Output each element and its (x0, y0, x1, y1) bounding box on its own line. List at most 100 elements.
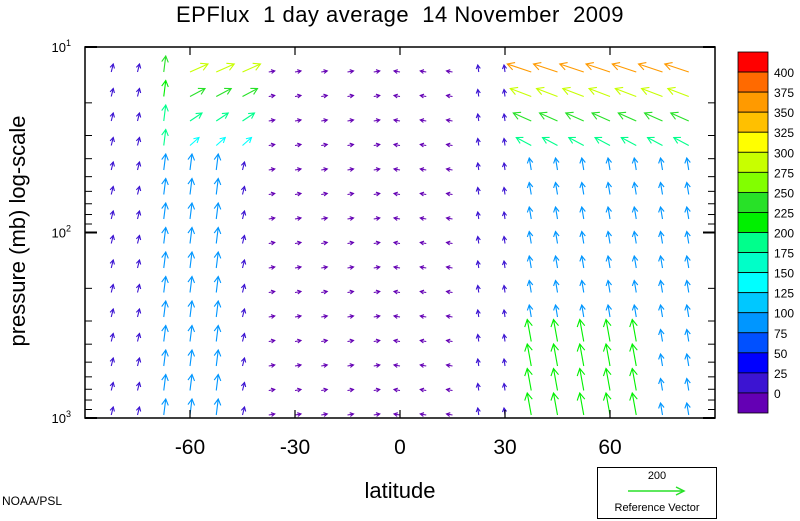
vector-head (213, 177, 222, 186)
vector-shaft (110, 186, 114, 195)
vector-head (240, 258, 247, 265)
credit-label: NOAA/PSL (2, 494, 63, 508)
vector-shaft (607, 182, 611, 195)
vector-head (349, 338, 355, 344)
vector-head (475, 161, 481, 168)
vector-head (270, 240, 276, 246)
vector-head (323, 363, 329, 368)
vector-arrow (321, 240, 329, 246)
vector-arrow (669, 111, 689, 122)
vector-arrow (501, 235, 508, 244)
vector-head (501, 210, 508, 217)
vector-shaft (554, 231, 559, 244)
vector-arrow (506, 62, 532, 73)
chart-title: EPFlux 1 day average 14 November 2009 (175, 2, 625, 27)
vector-head (501, 112, 508, 119)
vector-head (419, 338, 425, 344)
vector-arrow (373, 118, 381, 123)
vector-head (587, 86, 597, 95)
vector-head (245, 136, 253, 144)
vector-shaft (528, 182, 532, 195)
vector-head (240, 209, 247, 216)
vector-head (135, 258, 142, 265)
colorbar-label: 400 (774, 66, 794, 80)
vector-shaft (686, 157, 690, 171)
vector-head (161, 324, 169, 333)
vector-arrow (501, 137, 508, 146)
vector-head (392, 69, 398, 74)
vector-shaft (215, 374, 219, 391)
vector-arrow (392, 69, 401, 74)
vector-arrow (584, 62, 611, 73)
vector-arrow (187, 226, 196, 244)
vector-head (109, 405, 115, 412)
vector-head (684, 328, 691, 336)
vector-head (640, 86, 650, 95)
vector-arrow (631, 254, 639, 269)
vector-head (392, 167, 398, 172)
colorbar-swatch (737, 272, 769, 294)
vector-arrow (553, 181, 560, 195)
vector-arrow (109, 307, 115, 318)
vector-arrow (268, 265, 276, 270)
vector-shaft (189, 349, 193, 367)
vector-shaft (659, 304, 664, 318)
vector-arrow (419, 93, 427, 99)
vector-shaft (633, 304, 637, 318)
vector-head (663, 62, 673, 71)
vector-head (161, 177, 169, 186)
vector-shaft (503, 383, 506, 391)
vector-arrow (550, 342, 559, 367)
vector-head (323, 387, 329, 393)
vector-shaft (136, 186, 141, 195)
vector-head (161, 152, 169, 161)
vector-arrow (161, 324, 169, 342)
vector-shaft (539, 112, 558, 122)
vector-head (419, 167, 425, 172)
vector-arrow (579, 303, 586, 318)
vector-shaft (215, 325, 219, 342)
vector-head (213, 250, 222, 259)
vector-arrow (161, 275, 169, 293)
vector-arrow (268, 216, 276, 221)
vector-shaft (163, 80, 167, 97)
vector-arrow (684, 279, 691, 293)
vector-arrow (684, 181, 691, 195)
vector-shaft (110, 137, 114, 146)
colorbar-label: 375 (774, 86, 794, 100)
vector-arrow (373, 69, 381, 74)
vector-head (535, 86, 545, 95)
vector-head (200, 62, 210, 71)
colorbar-swatch (737, 51, 769, 73)
vector-arrow (392, 265, 401, 270)
vector-arrow (187, 373, 196, 391)
vector-head (323, 240, 329, 246)
vector-shaft (241, 308, 246, 318)
vector-head (475, 259, 481, 266)
vector-arrow (187, 397, 196, 416)
vector-head (323, 412, 329, 417)
vector-shaft (605, 368, 611, 391)
vector-arrow (294, 216, 303, 221)
vector-shaft (581, 255, 585, 269)
vector-head (219, 136, 227, 144)
vector-head (323, 289, 329, 295)
vector-head (631, 279, 639, 287)
vector-arrow (268, 387, 276, 393)
vector-head (631, 156, 639, 164)
vector-arrow (392, 191, 401, 197)
vector-head (445, 363, 451, 368)
vector-arrow (187, 324, 196, 342)
vector-arrow (242, 112, 256, 122)
vector-arrow (501, 210, 508, 220)
colorbar-swatch (737, 332, 769, 354)
vector-head (445, 289, 451, 295)
vector-shaft (241, 161, 246, 171)
vector-arrow (576, 367, 586, 391)
vector-arrow (631, 230, 639, 244)
vector-shaft (510, 87, 532, 98)
vector-head (445, 412, 451, 417)
vector-shaft (503, 138, 506, 146)
vector-head (323, 142, 329, 148)
vector-head (631, 181, 639, 189)
